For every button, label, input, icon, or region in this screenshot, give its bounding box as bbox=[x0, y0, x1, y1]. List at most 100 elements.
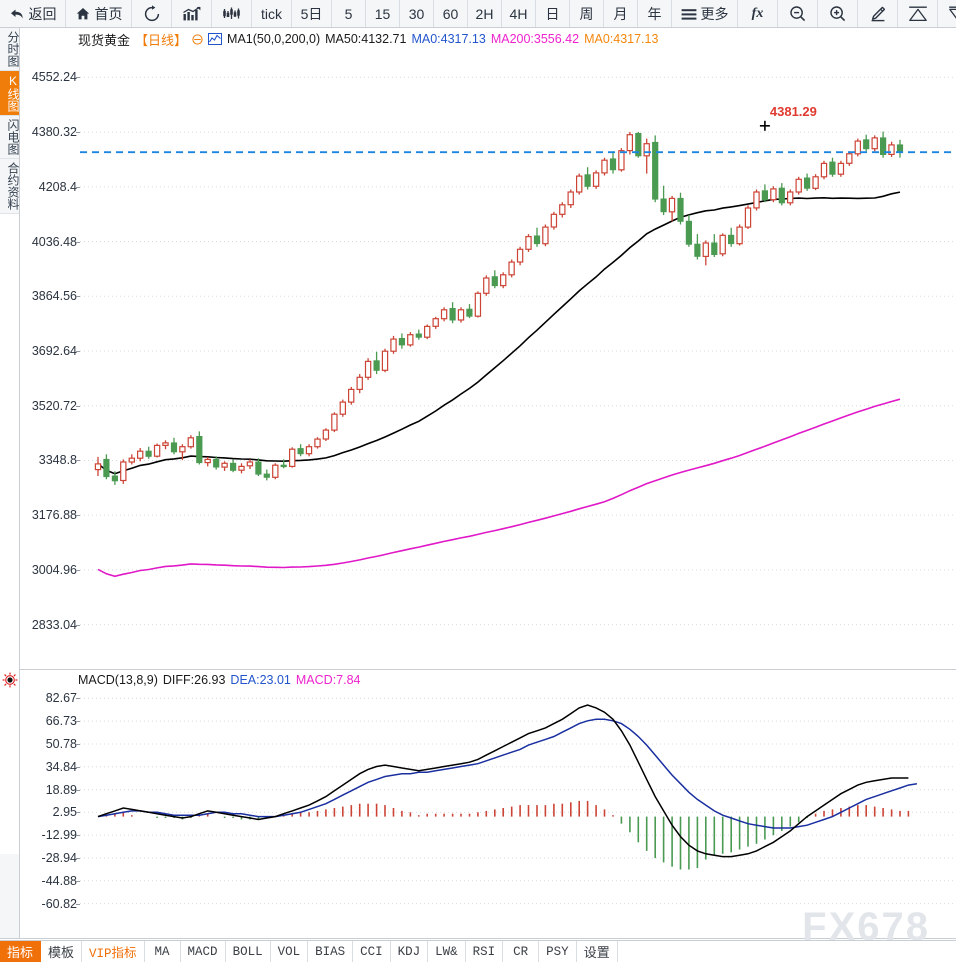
ind-tab-settings[interactable]: 设置 bbox=[577, 941, 618, 962]
up-triangle-button[interactable] bbox=[898, 0, 938, 27]
axis-tick-mark bbox=[76, 903, 80, 905]
ma200-value: MA200:3556.42 bbox=[490, 32, 580, 46]
line-chart-icon[interactable] bbox=[208, 33, 223, 45]
refresh-button[interactable] bbox=[132, 0, 172, 27]
ind-tab-macd[interactable]: MACD bbox=[181, 941, 226, 962]
zoom-in-button[interactable] bbox=[818, 0, 858, 27]
axis-tick-label: -12.99 bbox=[41, 828, 77, 843]
ind-tab-template[interactable]: 模板 bbox=[41, 941, 83, 962]
zoom-out-icon bbox=[789, 5, 807, 23]
sidebar-item-flash[interactable]: 闪电图 bbox=[0, 116, 20, 159]
period-year-button[interactable]: 年 bbox=[638, 0, 672, 27]
sidebar-item-contract[interactable]: 合约资料 bbox=[0, 159, 20, 214]
left-sidebar: 分时图 K线图 闪电图 合约资料 bbox=[0, 28, 20, 938]
ma0-blue-value: MA0:4317.13 bbox=[411, 32, 486, 46]
settings-sun-icon[interactable] bbox=[2, 672, 18, 688]
macd-params: MACD(13,8,9) bbox=[78, 673, 158, 687]
refresh-icon bbox=[143, 4, 161, 23]
period-5-button[interactable]: 5 bbox=[332, 0, 366, 27]
candlestick-button[interactable] bbox=[212, 0, 252, 27]
axis-tick-label: 3520.72 bbox=[31, 398, 77, 413]
sidebar-item-timeshare[interactable]: 分时图 bbox=[0, 28, 20, 71]
formula-button[interactable]: fx bbox=[738, 0, 778, 27]
macd-panel-legend: MACD(13,8,9) DIFF:26.93 DEA:23.01 MACD:7… bbox=[78, 671, 361, 689]
period-60-button[interactable]: 60 bbox=[434, 0, 468, 27]
period-2h-button[interactable]: 2H bbox=[468, 0, 502, 27]
ind-tab-cci[interactable]: CCI bbox=[353, 941, 391, 962]
macd-diff-value: DIFF:26.93 bbox=[162, 673, 226, 687]
axis-tick-label: 82.67 bbox=[45, 691, 77, 706]
axis-tick-label: 34.84 bbox=[45, 759, 77, 774]
macd-plot[interactable] bbox=[80, 669, 956, 938]
minus-circle-icon[interactable] bbox=[192, 33, 203, 45]
zoom-out-button[interactable] bbox=[778, 0, 818, 27]
price-panel: 现货黄金 【日线】 MA1(50,0,200,0) MA50:4132.71 M… bbox=[20, 28, 956, 669]
tick-button[interactable]: tick bbox=[252, 0, 292, 27]
more-button-label: 更多 bbox=[700, 5, 729, 22]
draw-button[interactable] bbox=[858, 0, 898, 27]
period-15-button[interactable]: 15 bbox=[366, 0, 400, 27]
axis-tick-label: 3176.88 bbox=[31, 508, 77, 523]
period-week-button[interactable]: 周 bbox=[570, 0, 604, 27]
ind-tab-psy[interactable]: PSY bbox=[539, 941, 577, 962]
period-30-button[interactable]: 30 bbox=[400, 0, 434, 27]
svg-text:4381.29: 4381.29 bbox=[770, 104, 817, 119]
macd-macd-value: MACD:7.84 bbox=[295, 673, 361, 687]
sidebar-item-kline[interactable]: K线图 bbox=[0, 71, 20, 116]
instrument-period: 【日线】 bbox=[135, 32, 188, 48]
ind-tab-vip[interactable]: VIP指标 bbox=[82, 941, 145, 962]
ind-tab-ma[interactable]: MA bbox=[145, 941, 181, 962]
period-4h-button[interactable]: 4H bbox=[502, 0, 536, 27]
axis-tick-mark bbox=[76, 721, 80, 723]
home-icon bbox=[75, 6, 91, 22]
period-day-button-label: 日 bbox=[545, 5, 560, 22]
axis-tick-mark bbox=[76, 698, 80, 700]
ind-tab-rsi[interactable]: RSI bbox=[466, 941, 504, 962]
bar-chart-icon bbox=[182, 6, 202, 22]
bar-chart-button[interactable] bbox=[172, 0, 212, 27]
axis-tick-mark bbox=[76, 132, 80, 134]
zoom-in-icon bbox=[829, 5, 847, 23]
candlestick-plot[interactable]: 4381.29 bbox=[80, 28, 956, 669]
axis-tick-label: 2.95 bbox=[52, 805, 77, 820]
macd-dea-value: DEA:23.01 bbox=[230, 673, 291, 687]
axis-tick-mark bbox=[76, 405, 80, 407]
home-button-label: 首页 bbox=[94, 5, 123, 22]
axis-tick-mark bbox=[76, 743, 80, 745]
ind-tab-kdj[interactable]: KDJ bbox=[391, 941, 429, 962]
macd-y-axis: 82.67 66.73 50.78 34.84 18.89 2.95 -12.99 -28.9… bbox=[20, 669, 80, 938]
axis-tick-label: 3004.96 bbox=[31, 562, 77, 577]
ind-tab-indicators[interactable]: 指标 bbox=[0, 941, 42, 962]
axis-tick-mark bbox=[76, 241, 80, 243]
period-day-button[interactable]: 日 bbox=[536, 0, 570, 27]
axis-tick-label: -60.82 bbox=[41, 896, 77, 911]
ma50-value: MA50:4132.71 bbox=[325, 32, 407, 46]
price-y-axis: 4552.24 4380.32 4208.4 4036.48 3864.56 3692.6… bbox=[20, 28, 80, 669]
back-button[interactable]: 返回 bbox=[0, 0, 66, 27]
axis-tick-label: 3348.8 bbox=[38, 453, 77, 468]
top-toolbar: 返回 首页 tick 5日 5 15 30 60 2H 4H 日 周 月 年 更多 fx bbox=[0, 0, 956, 28]
more-button[interactable]: 更多 bbox=[672, 0, 738, 27]
ind-tab-lw[interactable]: LW& bbox=[428, 941, 466, 962]
indicator-bar: 指标 模板 VIP指标 MA MACD BOLL VOL BIAS CCI KDJ LW& RSI CR… bbox=[0, 940, 956, 962]
ind-tab-vol[interactable]: VOL bbox=[271, 941, 309, 962]
axis-tick-label: -28.94 bbox=[41, 850, 77, 865]
ma0-orange-value: MA0:4317.13 bbox=[584, 32, 659, 46]
chart-main-area: 现货黄金 【日线】 MA1(50,0,200,0) MA50:4132.71 M… bbox=[20, 28, 956, 938]
axis-tick-mark bbox=[76, 789, 80, 791]
ind-tab-boll[interactable]: BOLL bbox=[226, 941, 271, 962]
period-month-button[interactable]: 月 bbox=[604, 0, 638, 27]
period-5d-button[interactable]: 5日 bbox=[292, 0, 332, 27]
instrument-name: 现货黄金 bbox=[78, 32, 131, 48]
panel-divider bbox=[20, 669, 956, 670]
home-button[interactable]: 首页 bbox=[66, 0, 132, 27]
ind-tab-bias[interactable]: BIAS bbox=[308, 941, 354, 962]
sidebar-filler bbox=[0, 214, 19, 854]
down-triangle-button[interactable] bbox=[938, 0, 956, 27]
ind-tab-cr[interactable]: CR bbox=[503, 941, 540, 962]
axis-tick-mark bbox=[76, 835, 80, 837]
tick-button-label: tick bbox=[261, 5, 282, 22]
period-4h-button-label: 4H bbox=[509, 5, 528, 22]
period-60-button-label: 60 bbox=[442, 5, 459, 22]
